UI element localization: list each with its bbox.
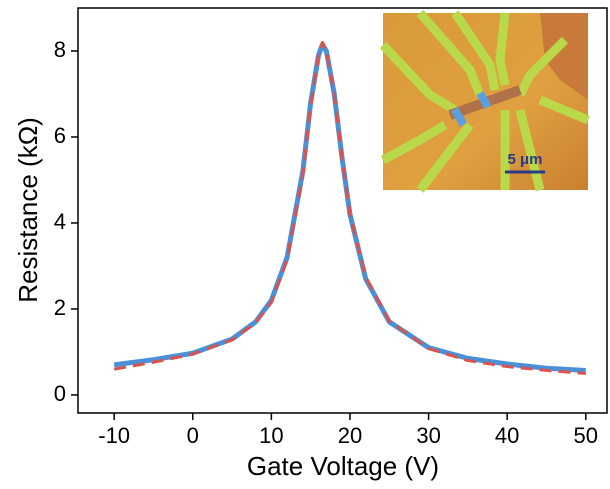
x-tick-label: 10 (259, 423, 283, 448)
inset-scale-label: 5 μm (507, 151, 542, 168)
series-line (113, 40, 586, 375)
y-tick-label: 4 (54, 209, 66, 234)
y-tick-label: 0 (54, 381, 66, 406)
x-tick-label: 30 (416, 423, 440, 448)
x-tick-label: 20 (338, 423, 362, 448)
y-tick-label: 8 (54, 37, 66, 62)
y-tick-label: 6 (54, 123, 66, 148)
inset-image: 5 μm (379, 10, 590, 193)
plot-frame (77, 7, 608, 414)
x-tick-label: 0 (187, 423, 199, 448)
x-tick-label: 40 (495, 423, 519, 448)
x-tick-label: -10 (98, 423, 130, 448)
y-axis-title: Resistance (kΩ) (13, 117, 43, 303)
x-axis-title: Gate Voltage (V) (247, 451, 439, 481)
y-tick-label: 2 (54, 295, 66, 320)
x-tick-label: 50 (574, 423, 598, 448)
